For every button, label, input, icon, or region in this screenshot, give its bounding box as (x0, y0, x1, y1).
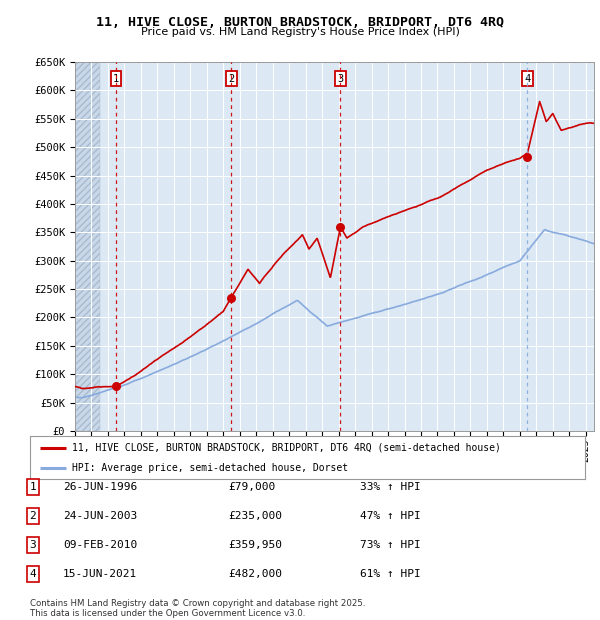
Text: 1: 1 (29, 482, 37, 492)
Text: £235,000: £235,000 (228, 511, 282, 521)
Point (111, 381, 121, 391)
Point (226, 293, 236, 303)
Text: 24-JUN-2003: 24-JUN-2003 (63, 511, 137, 521)
Text: 3: 3 (29, 540, 37, 550)
Text: 1: 1 (113, 74, 119, 84)
Text: £482,000: £482,000 (228, 569, 282, 579)
Point (335, 222, 345, 232)
Text: Price paid vs. HM Land Registry's House Price Index (HPI): Price paid vs. HM Land Registry's House … (140, 27, 460, 37)
Text: 15-JUN-2021: 15-JUN-2021 (63, 569, 137, 579)
Text: 61% ↑ HPI: 61% ↑ HPI (360, 569, 421, 579)
Bar (75, 62, 100, 431)
Text: Contains HM Land Registry data © Crown copyright and database right 2025.
This d: Contains HM Land Registry data © Crown c… (30, 599, 365, 618)
Text: 3: 3 (337, 74, 344, 84)
Text: 11, HIVE CLOSE, BURTON BRADSTOCK, BRIDPORT, DT6 4RQ: 11, HIVE CLOSE, BURTON BRADSTOCK, BRIDPO… (96, 16, 504, 29)
Text: 73% ↑ HPI: 73% ↑ HPI (360, 540, 421, 550)
Text: 4: 4 (524, 74, 530, 84)
Text: 11, HIVE CLOSE, BURTON BRADSTOCK, BRIDPORT, DT6 4RQ (semi-detached house): 11, HIVE CLOSE, BURTON BRADSTOCK, BRIDPO… (71, 443, 500, 453)
Text: 26-JUN-1996: 26-JUN-1996 (63, 482, 137, 492)
Text: 2: 2 (29, 511, 37, 521)
Text: 4: 4 (29, 569, 37, 579)
Text: HPI: Average price, semi-detached house, Dorset: HPI: Average price, semi-detached house,… (71, 463, 348, 473)
Text: 33% ↑ HPI: 33% ↑ HPI (360, 482, 421, 492)
Point (523, 153, 532, 162)
Text: £79,000: £79,000 (228, 482, 275, 492)
Text: £359,950: £359,950 (228, 540, 282, 550)
Text: 47% ↑ HPI: 47% ↑ HPI (360, 511, 421, 521)
Text: 09-FEB-2010: 09-FEB-2010 (63, 540, 137, 550)
Text: 2: 2 (228, 74, 235, 84)
